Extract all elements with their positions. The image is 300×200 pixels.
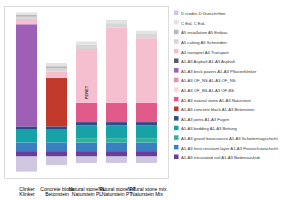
svg-text:A1-A3 joints A1-A3 Fugen: A1-A3 joints A1-A3 Fugen [181,117,230,122]
html-text:Natural stone PT: Natural stone PT [98,186,136,193]
svg-text:A5 cutting A5 Schneiden: A5 cutting A5 Schneiden [181,40,227,45]
svg-text:A1-A3 OF_BS A1-A3 OF-BS: A1-A3 OF_BS A1-A3 OF-BS [181,88,234,93]
svg-text:C EoL C EoL: C EoL C EoL [181,21,206,26]
svg-text:A4 transport A4 Transport: A4 transport A4 Transport [181,50,230,55]
svg-text:A1-A3 concrete block A1-A3 Bet: A1-A3 concrete block A1-A3 Betonstein [181,107,255,112]
svg-text:D credits D Gutschriften: D credits D Gutschriften [181,11,226,16]
svg-text:Natural stone mixNaturstein Mi: Natural stone mixNaturstein Mix [128,186,167,197]
svg-text:PENET: PENET [84,85,89,99]
html-text:Natural stone PL: Natural stone PL [68,186,106,193]
svg-text:A1-A3 Asphalt A1-A3 Asphalt: A1-A3 Asphalt A1-A3 Asphalt [181,59,236,64]
html-text:Concrete block: Concrete block [40,186,74,193]
svg-text:A1-A3 excavated soil A1-A3 Bod: A1-A3 excavated soil A1-A3 Bodenaushub [181,155,261,160]
svg-text:A5 installation A5 Einbau: A5 installation A5 Einbau [181,30,228,35]
svg-text:A1-A3 natural stone A1-A3 Natu: A1-A3 natural stone A1-A3 Naturstein [181,98,252,103]
svg-text:A1-A3 gravel basecourse A1-A3: A1-A3 gravel basecourse A1-A3 Schottertr… [181,136,278,141]
svg-text:A1-A3 bedding A1-A3 Bettung: A1-A3 bedding A1-A3 Bettung [181,126,238,131]
svg-text:A1-A3 brick pavers A1-A3 Pflas: A1-A3 brick pavers A1-A3 Pflasterklinker [181,69,257,74]
html-text:Naturstein PL: Naturstein PL [71,191,103,198]
svg-text:A1-A3 frost-resistant layer A1: A1-A3 frost-resistant layer A1-A3 Frosts… [181,146,279,151]
svg-text:A1-A3 OF_NS A1-A3 OF_NS: A1-A3 OF_NS A1-A3 OF_NS [181,78,236,83]
html-text:Naturstein PT: Naturstein PT [101,191,133,198]
html-text:Betonstein: Betonstein [45,191,69,198]
svg-text:ClinkerKlinker: ClinkerKlinker [19,186,35,197]
